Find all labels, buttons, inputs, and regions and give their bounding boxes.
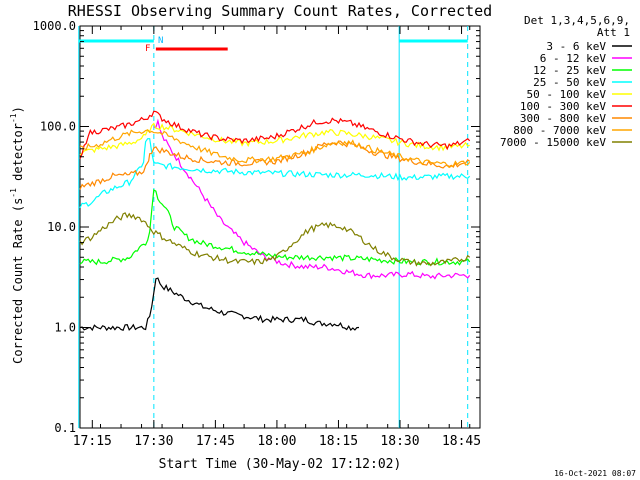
x-tick-label: 17:30: [134, 434, 173, 449]
series-line: [79, 110, 471, 159]
x-tick-label: 18:30: [380, 434, 419, 449]
x-axis-label: Start Time (30-May-02 17:12:02): [159, 457, 402, 472]
series-line: [79, 129, 471, 169]
timestamp: 16-Oct-2021 08:07: [554, 469, 636, 478]
legend-header-line2: Att 1: [597, 26, 630, 39]
x-tick-label: 17:15: [73, 434, 112, 449]
legend-label: 12 - 25 keV: [533, 64, 606, 77]
series-line: [153, 118, 471, 280]
y-axis-label: Corrected Count Rate (s-1 detector-1): [9, 106, 25, 364]
series-line: [79, 140, 471, 190]
y-tick-label: 1.0: [54, 321, 76, 335]
series-line: [79, 138, 471, 208]
chart-title: RHESSI Observing Summary Count Rates, Co…: [68, 2, 492, 20]
flag-label-n: N: [158, 36, 163, 46]
y-axis-label-mid: detector: [11, 123, 25, 188]
axis-ticks: 0.1 1.0 10.0 100.0 1000.0 17:15 17:30 17:45 18:0…: [33, 19, 481, 449]
legend-label: 800 - 7000 keV: [513, 124, 606, 137]
y-axis-label-sup2: -1: [9, 113, 18, 123]
x-tick-label: 18:15: [319, 434, 358, 449]
series-line: [79, 212, 471, 267]
y-axis-label-sup1: -1: [9, 188, 18, 198]
legend-label: 3 - 6 keV: [546, 40, 606, 53]
y-tick-label: 100.0: [40, 120, 76, 134]
legend-label: 25 - 50 keV: [533, 76, 606, 89]
series-line: [79, 122, 470, 156]
legend-label: 6 - 12 keV: [540, 52, 607, 65]
y-tick-label: 0.1: [54, 421, 76, 435]
series-line: [79, 189, 471, 266]
legend-label: 7000 - 15000 keV: [500, 136, 606, 149]
series-line: [79, 277, 360, 332]
y-tick-label: 10.0: [47, 220, 76, 234]
legend-header-line1: Det 1,3,4,5,6,9,: [524, 14, 630, 27]
legend-label: 100 - 300 keV: [520, 100, 606, 113]
y-axis-label-main: Corrected Count Rate (s: [11, 198, 25, 364]
x-tick-label: 18:00: [257, 434, 296, 449]
legend-label: 50 - 100 keV: [527, 88, 607, 101]
x-tick-label: 18:45: [442, 434, 481, 449]
x-tick-label: 17:45: [196, 434, 235, 449]
series-layer: [79, 110, 471, 332]
y-tick-label: 1000.0: [33, 19, 76, 33]
legend-label: 300 - 800 keV: [520, 112, 606, 125]
observing-markers: [78, 26, 469, 428]
y-axis-label-end: ): [11, 106, 25, 113]
flag-label-f: F: [145, 44, 150, 54]
